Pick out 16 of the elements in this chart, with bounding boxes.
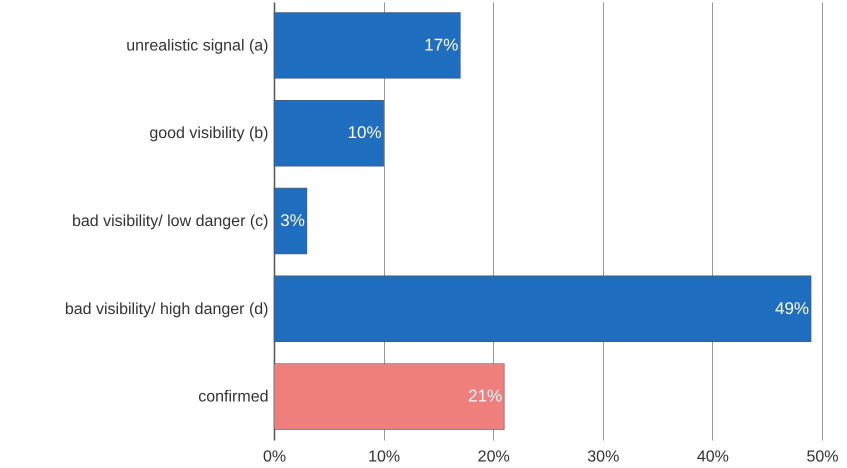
x-tick-label: 0%: [262, 448, 286, 466]
x-tick-label: 40%: [696, 448, 729, 466]
y-tick-label: confirmed: [198, 388, 268, 406]
data-label: 3%: [280, 211, 305, 230]
y-tick-label: good visibility (b): [149, 125, 268, 142]
x-tick-label: 30%: [587, 448, 620, 466]
y-tick-label: bad visibility/ low danger (c): [72, 213, 268, 230]
y-tick-label: unrealistic signal (a): [126, 37, 268, 54]
y-tick-label: bad visibility/ high danger (d): [64, 300, 268, 318]
data-label: 17%: [424, 35, 458, 54]
data-label: 21%: [468, 386, 502, 406]
data-label: 49%: [775, 298, 810, 318]
x-tick-label: 50%: [806, 448, 839, 466]
data-label: 10%: [348, 123, 382, 142]
x-tick-label: 20%: [478, 448, 510, 466]
x-tick-label: 10%: [368, 448, 400, 466]
